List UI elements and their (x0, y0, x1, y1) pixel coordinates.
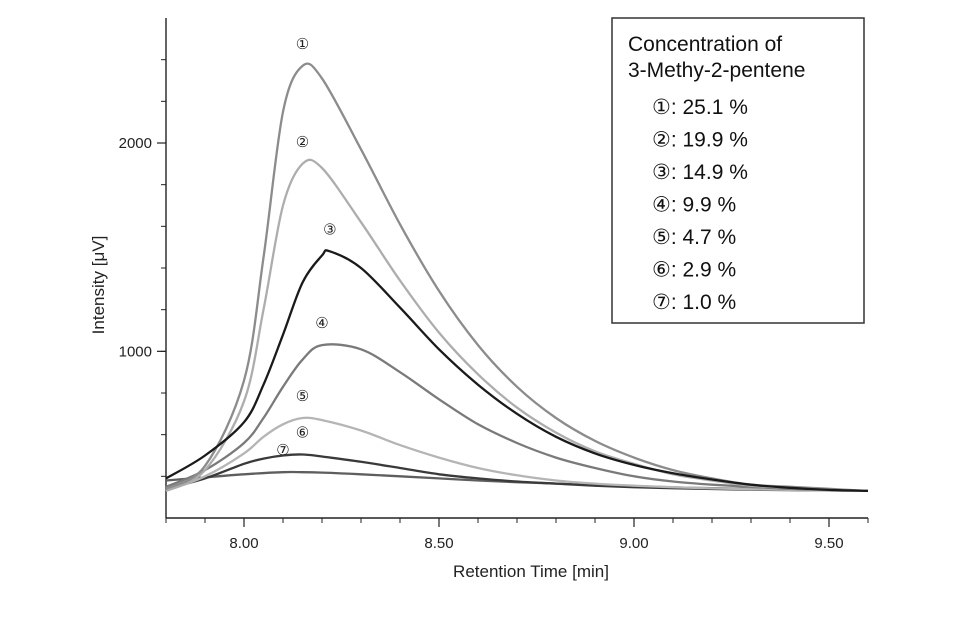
legend-box (611, 17, 865, 324)
y-axis-title: Intensity [μV] (89, 236, 108, 335)
peak-label-4: ④ (315, 315, 328, 332)
legend-entries: ①: 25.1 % ②: 19.9 % ③: 14.9 % ④: 9.9 % ⑤: 4.… (652, 96, 748, 314)
legend-title-line-2: 3-Methy-2-pentene (628, 59, 805, 82)
peak-label-3: ③ (323, 221, 336, 238)
legend-entry-4: ④: 9.9 % (652, 194, 736, 217)
axes: 8.00 8.50 9.00 9.50 1000 2000 (119, 18, 869, 552)
peak-label-7: ⑦ (276, 442, 289, 459)
y-tick-label: 1000 (119, 343, 152, 360)
peak-labels: ① ② ③ ④ ⑤ ⑥⑦ (276, 36, 336, 459)
legend: Concentration of 3-Methy-2-pentene ①: 25… (611, 17, 865, 324)
peak-label-6: ⑥ (296, 424, 309, 441)
legend-entry-3: ③: 14.9 % (652, 161, 748, 184)
legend-entry-5: ⑤: 4.7 % (652, 226, 736, 249)
series-line-3 (165, 249, 869, 493)
peak-label-2: ② (296, 134, 309, 151)
legend-entry-6: ⑥: 2.9 % (652, 259, 736, 282)
series-line-4 (165, 343, 869, 493)
legend-entry-1: ①: 25.1 % (652, 96, 748, 119)
legend-entry-2: ②: 19.9 % (652, 129, 748, 152)
x-axis-title: Retention Time [min] (453, 562, 609, 581)
series-line-5 (165, 416, 869, 493)
series-lines (165, 62, 869, 493)
x-tick-label: 9.50 (814, 535, 843, 552)
x-tick-label: 9.00 (619, 535, 648, 552)
x-tick-label: 8.50 (424, 535, 453, 552)
y-tick-label: 2000 (119, 135, 152, 152)
peak-label-1: ① (296, 36, 309, 53)
x-tick-label: 8.00 (229, 535, 258, 552)
legend-entry-7: ⑦: 1.0 % (652, 291, 736, 314)
peak-label-5: ⑤ (296, 388, 309, 405)
legend-title-line-1: Concentration of (628, 33, 782, 56)
